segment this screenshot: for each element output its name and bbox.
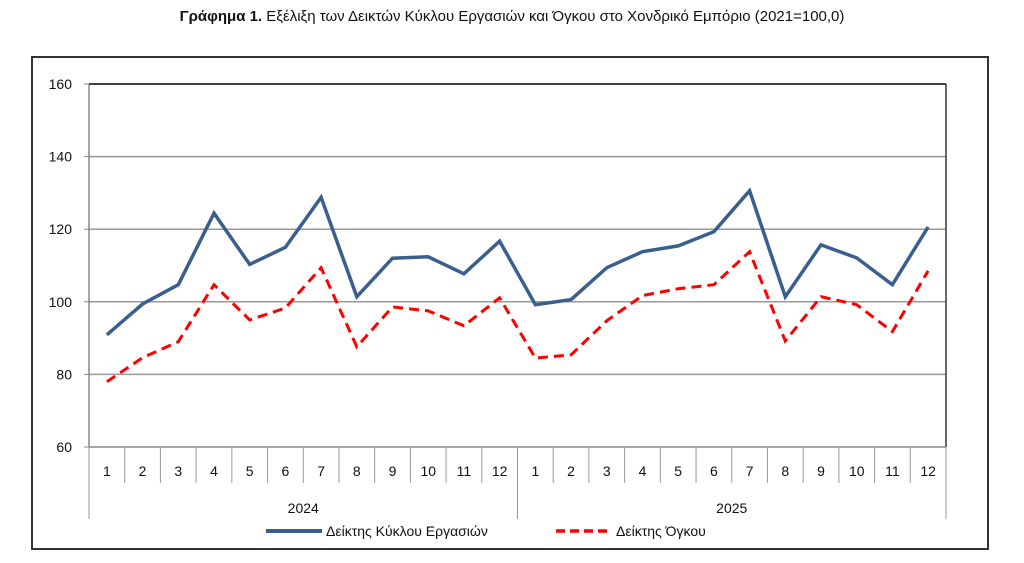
y-tick-label: 160 bbox=[49, 76, 73, 92]
y-tick-label: 100 bbox=[49, 294, 73, 310]
x-tick-label: 1 bbox=[103, 463, 111, 479]
x-tick-label: 9 bbox=[389, 463, 397, 479]
series-lines bbox=[105, 187, 930, 383]
chart-frame bbox=[31, 56, 989, 550]
y-tick-label: 60 bbox=[56, 439, 72, 455]
x-tick-label: 6 bbox=[281, 463, 289, 479]
legend-label: Δείκτης Κύκλου Εργασιών bbox=[326, 523, 488, 539]
x-tick-label: 12 bbox=[492, 463, 508, 479]
x-tick-label: 10 bbox=[849, 463, 865, 479]
series-line-volume-index bbox=[106, 249, 930, 383]
x-tick-label: 3 bbox=[174, 463, 182, 479]
x-tick-label: 5 bbox=[674, 463, 682, 479]
x-tick-label: 6 bbox=[710, 463, 718, 479]
x-tick-label: 4 bbox=[210, 463, 218, 479]
x-tick-label: 12 bbox=[920, 463, 936, 479]
x-tick-label: 4 bbox=[639, 463, 647, 479]
x-tick-label: 8 bbox=[353, 463, 361, 479]
legend: Δείκτης Κύκλου Εργασιών Δείκτης Όγκου bbox=[266, 523, 706, 539]
x-tick-label: 2 bbox=[139, 463, 147, 479]
chart-title: Γράφημα 1. Εξέλιξη των Δεικτών Κύκλου Ερ… bbox=[0, 8, 1024, 25]
x-group-label: 2025 bbox=[716, 500, 747, 516]
gridlines bbox=[89, 83, 946, 376]
x-tick-label: 9 bbox=[817, 463, 825, 479]
y-tick-label: 120 bbox=[49, 221, 73, 237]
series-line-turnover-index bbox=[105, 187, 930, 337]
x-tick-label: 2 bbox=[567, 463, 575, 479]
y-tick-label: 140 bbox=[49, 149, 73, 165]
x-tick-label: 8 bbox=[781, 463, 789, 479]
x-tick-label: 7 bbox=[317, 463, 325, 479]
axes bbox=[88, 84, 947, 448]
y-tick-label: 80 bbox=[56, 366, 72, 382]
x-tick-label: 11 bbox=[885, 463, 900, 479]
x-tick-label: 1 bbox=[531, 463, 539, 479]
x-group-label: 2024 bbox=[288, 500, 319, 516]
y-axis-ticks: 60 80 100 120 140 160 bbox=[49, 76, 89, 455]
x-tick-label: 11 bbox=[457, 463, 472, 479]
x-tick-label: 10 bbox=[420, 463, 436, 479]
chart-title-bold: Γράφημα 1. bbox=[179, 8, 263, 25]
legend-label: Δείκτης Όγκου bbox=[616, 523, 706, 539]
x-tick-label: 5 bbox=[246, 463, 254, 479]
x-tick-label: 3 bbox=[603, 463, 611, 479]
x-tick-label: 7 bbox=[746, 463, 754, 479]
chart-title-text: Εξέλιξη των Δεικτών Κύκλου Εργασιών και … bbox=[266, 8, 845, 25]
